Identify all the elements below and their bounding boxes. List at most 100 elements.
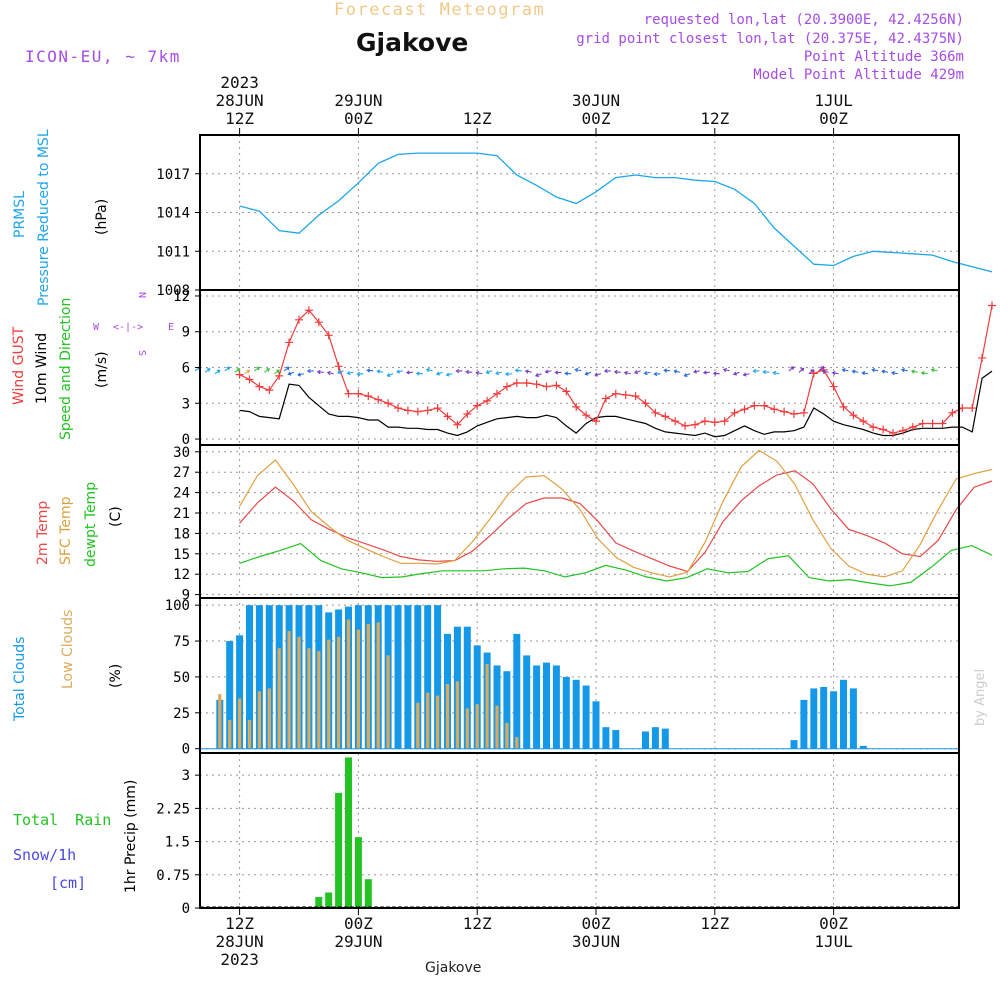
pressure-y-tick-label: 1017 bbox=[156, 167, 190, 183]
top-x-tick-label: 00Z bbox=[819, 109, 848, 128]
wind-10m-label: 10m Wind bbox=[34, 333, 50, 404]
temp-y-tick-label: 15 bbox=[173, 547, 190, 563]
total-cloud-bar bbox=[226, 641, 234, 749]
pressure-unit: (hPa) bbox=[94, 199, 110, 235]
gust-marker bbox=[453, 420, 462, 429]
pressure-label-1: PRMSL bbox=[12, 191, 28, 238]
wind-direction-arrow bbox=[254, 366, 261, 372]
gust-marker bbox=[384, 399, 393, 408]
low-cloud-bar bbox=[228, 719, 232, 749]
gust-marker bbox=[750, 401, 759, 410]
model-label: ICON-EU, ~ 7km bbox=[25, 47, 181, 66]
wind-direction-arrow bbox=[772, 370, 780, 376]
top-x-tick-label: 28JUN bbox=[216, 91, 264, 110]
low-cloud-bar bbox=[317, 651, 321, 749]
low-cloud-bar bbox=[297, 636, 301, 749]
wind-gust-label: Wind GUST bbox=[11, 326, 27, 405]
wind-direction-arrow bbox=[722, 367, 730, 373]
clouds-y-tick-label: 25 bbox=[173, 706, 190, 722]
low-cloud-bar bbox=[455, 681, 459, 749]
total-cloud-bar bbox=[414, 605, 422, 749]
gust-marker bbox=[433, 404, 442, 413]
info-line-4: Model Point Altitude 429m bbox=[753, 67, 964, 83]
low-cloud-bar bbox=[505, 722, 509, 749]
t2m-label: 2m Temp bbox=[35, 501, 51, 565]
wind-direction-arrow bbox=[594, 372, 602, 377]
precip-y-tick-label: 3 bbox=[182, 768, 190, 784]
gust-marker bbox=[473, 401, 482, 410]
wind-direction-arrow bbox=[495, 370, 503, 376]
wind-direction-arrow bbox=[788, 366, 795, 372]
gust-marker bbox=[502, 382, 511, 391]
temp-unit: (C) bbox=[108, 506, 124, 527]
gust-marker bbox=[522, 379, 531, 387]
wind-unit: (m/s) bbox=[94, 351, 110, 388]
total-cloud-bar bbox=[651, 727, 659, 749]
wind-direction-arrow bbox=[910, 369, 918, 374]
gust-marker bbox=[374, 395, 383, 404]
low-cloud-bar bbox=[238, 698, 242, 749]
temp-y-tick-label: 18 bbox=[173, 526, 190, 542]
total-cloud-bar bbox=[800, 699, 808, 749]
wind-direction-arrow bbox=[831, 370, 839, 376]
tick-layer: 1008101110141017036912912151821242730025… bbox=[156, 73, 853, 969]
wind-direction-arrow bbox=[702, 370, 710, 375]
wind-direction-arrow bbox=[534, 373, 542, 378]
total-cloud-bar bbox=[503, 671, 511, 749]
gust-marker bbox=[572, 402, 581, 411]
total-cloud-bar bbox=[820, 686, 828, 749]
total-cloud-bar bbox=[404, 605, 412, 749]
total-cloud-bar bbox=[265, 605, 273, 749]
gust-marker bbox=[641, 399, 650, 408]
wind-direction-arrow bbox=[346, 370, 354, 376]
compass-n: N bbox=[136, 292, 147, 298]
gust-marker bbox=[859, 417, 868, 426]
wind-direction-arrow bbox=[930, 367, 938, 373]
bottom-x-tick-label: 00Z bbox=[819, 914, 848, 933]
wind-direction-arrow bbox=[633, 370, 641, 375]
wind-direction-arrow bbox=[465, 369, 473, 375]
gust-marker bbox=[403, 406, 412, 415]
gust-marker bbox=[978, 353, 987, 362]
wind-direction-arrow bbox=[316, 369, 324, 375]
wind-direction-arrow bbox=[881, 369, 889, 374]
rain-bar bbox=[345, 757, 352, 908]
gust-marker bbox=[364, 392, 373, 401]
compass-arrow: <-|-> bbox=[113, 322, 143, 333]
wind-direction-arrow bbox=[821, 369, 829, 374]
gust-marker bbox=[265, 386, 274, 395]
gust-marker bbox=[780, 407, 789, 416]
bottom-x-tick-label: 00Z bbox=[582, 914, 611, 933]
wind-direction-arrow bbox=[485, 370, 493, 375]
wind-direction-arrow bbox=[244, 369, 251, 375]
total-cloud-bar bbox=[533, 665, 541, 749]
gust-marker bbox=[324, 331, 333, 340]
low-cloud-bar bbox=[475, 704, 479, 749]
info-line-3: Point Altitude 366m bbox=[804, 49, 964, 65]
wind-direction-arrow bbox=[287, 371, 295, 376]
total-cloud-bar bbox=[513, 633, 521, 749]
top-x-tick-label: 12Z bbox=[225, 109, 254, 128]
gust-marker bbox=[413, 407, 422, 416]
low-cloud-bar bbox=[277, 648, 281, 749]
wind-direction-arrow bbox=[214, 369, 221, 375]
gust-marker bbox=[295, 315, 303, 324]
gust-marker bbox=[948, 408, 957, 417]
gust-marker bbox=[908, 423, 917, 432]
total-cloud-bar bbox=[473, 645, 481, 749]
precip-y-tick-label: 1.5 bbox=[165, 835, 190, 851]
gust-marker bbox=[532, 380, 541, 389]
temp-y-tick-label: 27 bbox=[173, 465, 190, 481]
precip-axis-label: 1hr Precip (mm) bbox=[123, 780, 139, 893]
wind-direction-arrow bbox=[920, 370, 928, 376]
low-cloud-bar bbox=[485, 664, 489, 749]
total-cloud-bar bbox=[246, 605, 253, 749]
wind-dir-label: Speed and Direction bbox=[58, 298, 74, 440]
low-cloud-bar bbox=[416, 702, 420, 749]
wind-direction-arrow bbox=[861, 370, 869, 376]
gust-marker bbox=[592, 417, 600, 426]
low-cloud-bar bbox=[356, 629, 360, 749]
wind-direction-arrow bbox=[891, 370, 899, 376]
precip-y-tick-label: 0.75 bbox=[156, 868, 190, 884]
